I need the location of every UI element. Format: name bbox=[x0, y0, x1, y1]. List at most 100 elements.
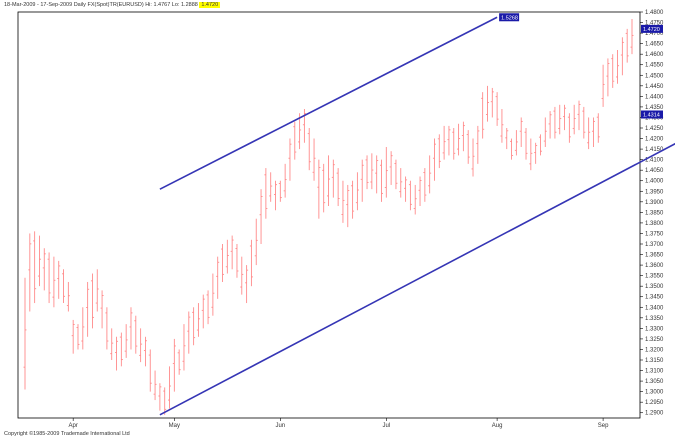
price-bar bbox=[33, 231, 37, 304]
price-bar bbox=[548, 111, 552, 139]
price-bar bbox=[572, 104, 576, 135]
y-tick-label: 1.4750 bbox=[645, 21, 664, 27]
price-bar bbox=[471, 138, 475, 177]
price-bar bbox=[57, 260, 61, 299]
price-bar bbox=[148, 349, 152, 392]
price-tag-bg bbox=[499, 13, 520, 22]
price-bar bbox=[245, 265, 249, 304]
y-tick-label: 1.4050 bbox=[645, 168, 664, 174]
y-tick-label: 1.4250 bbox=[645, 126, 664, 132]
price-bar bbox=[249, 239, 253, 287]
price-bar bbox=[442, 125, 446, 160]
x-tick-label: Aug bbox=[492, 423, 503, 429]
price-bar bbox=[384, 146, 388, 198]
price-bar bbox=[341, 180, 345, 223]
y-tick-label: 1.4500 bbox=[645, 73, 664, 79]
x-tick-label: Jun bbox=[275, 423, 285, 429]
price-bar bbox=[399, 168, 403, 198]
price-bar bbox=[100, 290, 104, 329]
y-tick-label: 1.3350 bbox=[645, 316, 664, 322]
price-bar bbox=[105, 307, 109, 350]
price-tag-bg bbox=[641, 110, 663, 119]
price-bar bbox=[457, 123, 461, 156]
price-bar bbox=[115, 336, 119, 371]
price-bar bbox=[312, 138, 316, 181]
price-bar bbox=[389, 151, 393, 185]
price-bar bbox=[611, 54, 615, 88]
price-bar bbox=[505, 128, 509, 150]
price-bar bbox=[510, 138, 514, 160]
header-text: 18-Mar-2009 - 17-Sep-2009 Daily FX(Spot)… bbox=[4, 2, 198, 8]
y-tick-label: 1.2950 bbox=[645, 400, 664, 406]
price-bar bbox=[129, 307, 133, 350]
y-tick-label: 1.3150 bbox=[645, 358, 664, 364]
upper-channel-line bbox=[159, 16, 498, 190]
price-bar bbox=[307, 128, 311, 171]
price-bar bbox=[158, 383, 162, 411]
y-tick-label: 1.3900 bbox=[645, 200, 664, 206]
price-bar bbox=[23, 277, 27, 390]
price-bar bbox=[370, 153, 374, 190]
price-bar bbox=[177, 349, 181, 375]
price-bar bbox=[476, 125, 480, 164]
price-bar bbox=[119, 332, 123, 367]
y-tick-label: 1.3700 bbox=[645, 242, 664, 248]
price-bar bbox=[76, 324, 80, 350]
y-tick-label: 1.4450 bbox=[645, 84, 664, 90]
y-tick-label: 1.3100 bbox=[645, 369, 664, 375]
price-tag-label: 1.5268 bbox=[501, 15, 518, 21]
price-bar bbox=[404, 176, 408, 202]
y-tick-label: 1.3000 bbox=[645, 390, 664, 396]
price-bar bbox=[567, 113, 571, 143]
price-bar bbox=[211, 273, 215, 316]
price-bar bbox=[42, 248, 46, 291]
price-bar bbox=[196, 303, 200, 337]
price-bar bbox=[71, 319, 75, 354]
price-bar bbox=[322, 163, 326, 213]
plot-frame bbox=[17, 11, 641, 419]
price-bar bbox=[331, 159, 335, 198]
price-bar bbox=[192, 307, 196, 346]
price-bar bbox=[630, 18, 634, 55]
y-tick-label: 1.3950 bbox=[645, 189, 664, 195]
price-bar bbox=[620, 37, 624, 76]
price-bar bbox=[163, 387, 167, 415]
price-bar bbox=[495, 92, 499, 126]
price-bar bbox=[143, 336, 147, 367]
price-bar bbox=[153, 370, 157, 401]
price-bar bbox=[432, 138, 436, 181]
y-tick-label: 1.3450 bbox=[645, 295, 664, 301]
price-bar bbox=[37, 235, 41, 287]
y-tick-label: 1.4350 bbox=[645, 105, 664, 111]
price-bar bbox=[172, 338, 176, 392]
y-tick-label: 1.3300 bbox=[645, 326, 664, 332]
price-bar bbox=[423, 168, 427, 202]
price-bar bbox=[336, 168, 340, 207]
price-bar bbox=[360, 159, 364, 202]
y-tick-label: 1.4100 bbox=[645, 158, 664, 164]
price-bar bbox=[519, 117, 523, 147]
price-bar bbox=[47, 252, 51, 304]
price-bar bbox=[86, 281, 90, 337]
y-tick-label: 1.4000 bbox=[645, 179, 664, 185]
price-bar bbox=[283, 163, 287, 198]
last-price-highlight: 1.4720 bbox=[199, 2, 221, 8]
price-bar bbox=[582, 106, 586, 139]
price-bar bbox=[134, 315, 138, 354]
price-bar bbox=[461, 121, 465, 152]
y-tick-label: 1.3600 bbox=[645, 263, 664, 269]
price-bar bbox=[240, 256, 244, 295]
y-tick-label: 1.3400 bbox=[645, 305, 664, 311]
price-bar bbox=[563, 104, 567, 131]
y-tick-label: 1.3050 bbox=[645, 379, 664, 385]
price-bar bbox=[52, 256, 56, 308]
y-tick-label: 1.3550 bbox=[645, 274, 664, 280]
price-bar bbox=[95, 269, 99, 312]
price-bar bbox=[168, 366, 172, 409]
price-bar bbox=[418, 176, 422, 207]
price-bar bbox=[534, 142, 538, 164]
price-bar bbox=[278, 180, 282, 202]
price-bar bbox=[375, 155, 379, 194]
y-tick-label: 1.4700 bbox=[645, 31, 664, 37]
